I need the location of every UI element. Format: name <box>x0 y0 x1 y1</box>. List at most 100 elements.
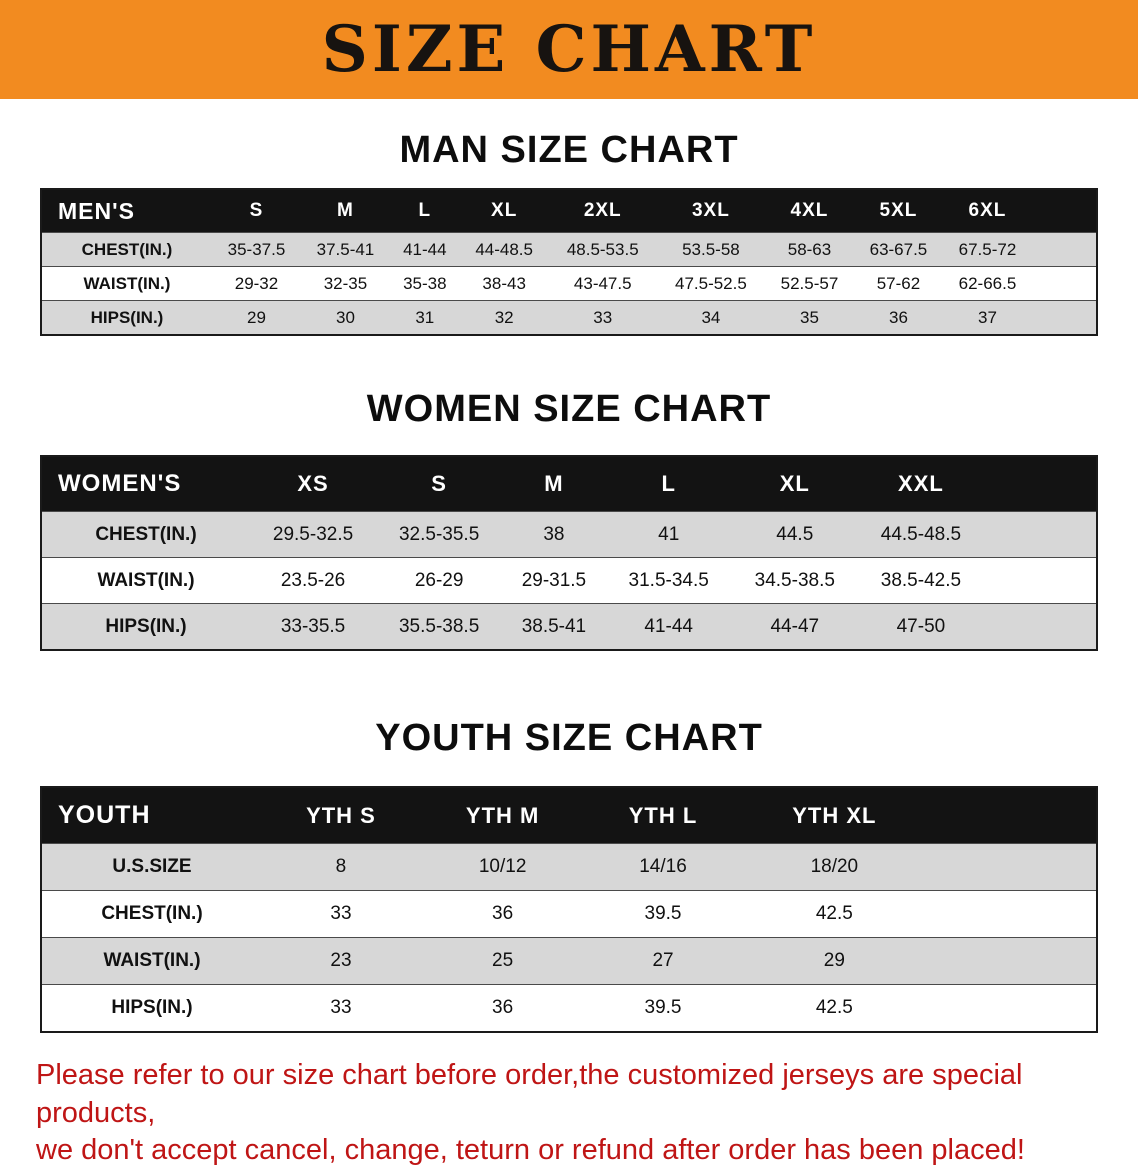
size-value-cell: 26-29 <box>376 557 503 604</box>
size-value-cell: 41-44 <box>389 232 460 267</box>
size-value-cell: 43-47.5 <box>548 266 657 301</box>
size-value-cell: 44-48.5 <box>459 232 549 267</box>
size-value-cell: 48.5-53.5 <box>548 232 657 267</box>
size-value-cell: 39.5 <box>585 984 741 1032</box>
size-value-cell: 33-35.5 <box>250 603 377 650</box>
measurement-label-cell: CHEST(IN.) <box>41 890 262 938</box>
size-column-header: XL <box>459 189 549 233</box>
measurement-label-cell: HIPS(IN.) <box>41 300 212 335</box>
size-value-cell: 33 <box>262 984 420 1032</box>
size-value-cell: 31 <box>389 300 460 335</box>
women-section-heading: WOMEN SIZE CHART <box>366 388 772 430</box>
size-value-cell: 31.5-34.5 <box>605 557 732 604</box>
size-value-cell: 30 <box>300 300 390 335</box>
table-corner-label: MEN'S <box>41 189 212 233</box>
size-column-header: XXL <box>857 456 984 512</box>
size-value-cell: 29-32 <box>212 266 301 301</box>
size-value-cell: 14/16 <box>585 843 741 891</box>
spacer-cell <box>928 787 1097 844</box>
youth-size-section: YOUTH SIZE CHART YOUTH YTH S YTH M YTH L YTH… <box>0 717 1138 1033</box>
size-value-cell: 36 <box>419 890 586 938</box>
measurement-label-cell: WAIST(IN.) <box>41 266 212 301</box>
size-value-cell: 36 <box>419 984 586 1032</box>
spacer-cell <box>928 890 1097 938</box>
size-column-header: S <box>376 456 503 512</box>
size-value-cell: 38 <box>502 511 606 558</box>
table-header-row: WOMEN'S XS S M L XL XXL <box>41 456 1097 512</box>
size-column-header: 4XL <box>765 189 854 233</box>
men-section-heading: MAN SIZE CHART <box>399 129 739 171</box>
measurement-row: HIPS(IN.) 33-35.5 35.5-38.5 38.5-41 41-44 44-… <box>41 603 1097 650</box>
spacer-cell <box>984 456 1097 512</box>
size-value-cell: 37.5-41 <box>300 232 390 267</box>
size-column-header: YTH XL <box>740 787 928 844</box>
size-column-header: L <box>389 189 460 233</box>
measurement-label-cell: WAIST(IN.) <box>41 557 250 604</box>
size-value-cell: 34.5-38.5 <box>731 557 858 604</box>
measurement-row: CHEST(IN.) 29.5-32.5 32.5-35.5 38 41 44.5 44.5… <box>41 511 1097 558</box>
size-value-cell: 58-63 <box>765 232 854 267</box>
size-column-header: 6XL <box>942 189 1032 233</box>
size-value-cell: 38.5-42.5 <box>857 557 984 604</box>
table-header-row: YOUTH YTH S YTH M YTH L YTH XL <box>41 787 1097 844</box>
size-column-header: YTH L <box>585 787 741 844</box>
size-value-cell: 67.5-72 <box>942 232 1032 267</box>
size-value-cell: 47-50 <box>857 603 984 650</box>
men-size-section: MAN SIZE CHART MEN'S S M L XL 2XL 3XL 4XL 5XL 6XL… <box>0 129 1138 336</box>
measurement-row: WAIST(IN.) 23.5-26 26-29 29-31.5 31.5-34.5 34… <box>41 557 1097 604</box>
spacer-cell <box>984 603 1097 650</box>
size-value-cell: 32 <box>459 300 549 335</box>
size-column-header: M <box>300 189 390 233</box>
spacer-cell <box>1032 189 1097 233</box>
spacer-cell <box>1032 232 1097 267</box>
measurement-row: CHEST(IN.) 35-37.5 37.5-41 41-44 44-48.5 48.5… <box>41 232 1097 267</box>
spacer-cell <box>1032 266 1097 301</box>
size-value-cell: 44.5-48.5 <box>857 511 984 558</box>
size-value-cell: 25 <box>419 937 586 985</box>
size-value-cell: 35.5-38.5 <box>376 603 503 650</box>
size-value-cell: 23.5-26 <box>250 557 377 604</box>
measurement-row: CHEST(IN.) 33 36 39.5 42.5 <box>41 890 1097 938</box>
size-value-cell: 38.5-41 <box>502 603 606 650</box>
spacer-cell <box>928 937 1097 985</box>
size-column-header: YTH S <box>262 787 420 844</box>
measurement-row: HIPS(IN.) 29 30 31 32 33 34 35 36 37 <box>41 300 1097 335</box>
size-column-header: M <box>502 456 606 512</box>
size-value-cell: 41-44 <box>605 603 732 650</box>
spacer-cell <box>984 557 1097 604</box>
size-value-cell: 23 <box>262 937 420 985</box>
spacer-cell <box>928 984 1097 1032</box>
spacer-cell <box>928 843 1097 891</box>
women-size-section: WOMEN SIZE CHART WOMEN'S XS S M L XL XXL CHEST(… <box>0 388 1138 651</box>
table-corner-label: WOMEN'S <box>41 456 250 512</box>
measurement-row: WAIST(IN.) 23 25 27 29 <box>41 937 1097 985</box>
size-value-cell: 33 <box>548 300 657 335</box>
size-value-cell: 44-47 <box>731 603 858 650</box>
size-value-cell: 42.5 <box>740 984 928 1032</box>
size-column-header: 2XL <box>548 189 657 233</box>
measurement-row: U.S.SIZE 8 10/12 14/16 18/20 <box>41 843 1097 891</box>
size-column-header: YTH M <box>419 787 586 844</box>
size-value-cell: 32.5-35.5 <box>376 511 503 558</box>
size-value-cell: 29.5-32.5 <box>250 511 377 558</box>
measurement-label-cell: CHEST(IN.) <box>41 511 250 558</box>
measurement-label-cell: CHEST(IN.) <box>41 232 212 267</box>
notice-line-1: Please refer to our size chart before or… <box>36 1059 1023 1129</box>
size-value-cell: 53.5-58 <box>656 232 765 267</box>
table-header-row: MEN'S S M L XL 2XL 3XL 4XL 5XL 6XL <box>41 189 1097 233</box>
size-column-header: S <box>212 189 301 233</box>
spacer-cell <box>1032 300 1097 335</box>
size-value-cell: 47.5-52.5 <box>656 266 765 301</box>
size-column-header: XL <box>731 456 858 512</box>
size-value-cell: 10/12 <box>419 843 586 891</box>
size-value-cell: 41 <box>605 511 732 558</box>
size-value-cell: 29 <box>212 300 301 335</box>
size-value-cell: 34 <box>656 300 765 335</box>
size-value-cell: 42.5 <box>740 890 928 938</box>
size-value-cell: 18/20 <box>740 843 928 891</box>
size-value-cell: 62-66.5 <box>942 266 1032 301</box>
measurement-row: HIPS(IN.) 33 36 39.5 42.5 <box>41 984 1097 1032</box>
size-value-cell: 38-43 <box>459 266 549 301</box>
size-value-cell: 44.5 <box>731 511 858 558</box>
